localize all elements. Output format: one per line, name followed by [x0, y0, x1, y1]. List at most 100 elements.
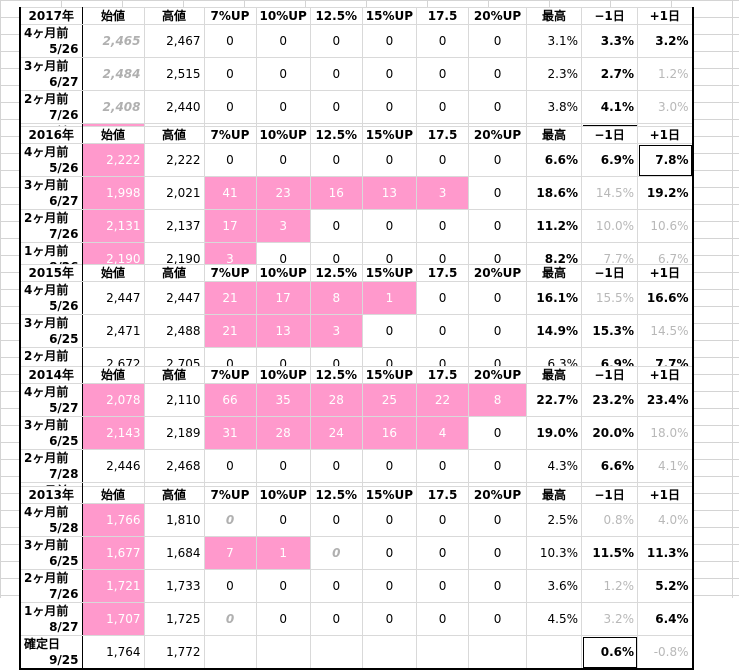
open-price-cell[interactable]: 2,471 [81, 314, 145, 348]
up-count-cell[interactable]: 25 [361, 383, 418, 417]
up-count-cell[interactable]: 0 [361, 57, 418, 91]
row-label-cell[interactable]: 4ヶ月前 5/26 [19, 281, 83, 315]
max-rise-cell[interactable]: 2.3% [526, 57, 583, 91]
column-header[interactable]: 17.5 [416, 264, 470, 282]
open-price-cell[interactable]: 2,447 [81, 281, 145, 315]
high-price-cell[interactable]: 1,810 [143, 503, 205, 537]
open-price-cell[interactable]: 2,131 [81, 209, 145, 243]
row-label-cell[interactable]: 4ヶ月前 5/26 [19, 143, 83, 177]
up-count-cell[interactable]: 0 [203, 503, 257, 537]
column-header[interactable]: 10%UP [255, 366, 311, 384]
high-price-cell[interactable]: 2,447 [143, 281, 205, 315]
column-header[interactable]: 10%UP [255, 126, 311, 144]
up-count-cell[interactable]: 8 [468, 383, 528, 417]
up-count-cell[interactable]: 0 [255, 57, 311, 91]
column-header[interactable]: 7%UP [203, 366, 257, 384]
max-rise-cell[interactable]: 10.3% [526, 536, 583, 570]
max-rise-cell[interactable]: 14.9% [526, 314, 583, 348]
up-count-cell[interactable]: 0 [361, 314, 418, 348]
minus-one-day-cell[interactable]: 23.2% [581, 383, 639, 417]
up-count-cell[interactable]: 0 [416, 602, 470, 636]
up-count-cell[interactable] [361, 635, 418, 670]
open-price-cell[interactable]: 1,766 [81, 503, 145, 537]
max-rise-cell[interactable]: 22.7% [526, 383, 583, 417]
plus-one-day-cell[interactable]: 11.3% [637, 536, 694, 570]
up-count-cell[interactable]: 13 [361, 176, 418, 210]
up-count-cell[interactable]: 0 [255, 449, 311, 483]
row-label-cell[interactable]: 3ヶ月前 6/25 [19, 536, 83, 570]
up-count-cell[interactable]: 0 [468, 209, 528, 243]
open-price-cell[interactable]: 1,677 [81, 536, 145, 570]
up-count-cell[interactable]: 0 [309, 536, 363, 570]
plus-one-day-cell[interactable]: 3.0% [637, 90, 694, 124]
up-count-cell[interactable]: 0 [468, 24, 528, 58]
up-count-cell[interactable]: 0 [309, 449, 363, 483]
high-price-cell[interactable]: 1,772 [143, 635, 205, 670]
plus-one-day-cell[interactable]: 1.2% [637, 57, 694, 91]
up-count-cell[interactable]: 0 [255, 602, 311, 636]
up-count-cell[interactable]: 0 [416, 209, 470, 243]
column-header[interactable]: 20%UP [468, 264, 528, 282]
plus-one-day-cell[interactable]: 7.8% [637, 143, 694, 177]
column-header[interactable]: +1日 [637, 126, 694, 144]
row-label-cell[interactable]: 3ヶ月前 6/25 [19, 314, 83, 348]
column-header[interactable]: 始値 [81, 264, 145, 282]
column-header[interactable]: 高値 [143, 366, 205, 384]
up-count-cell[interactable] [416, 635, 470, 670]
up-count-cell[interactable]: 0 [203, 24, 257, 58]
up-count-cell[interactable]: 0 [468, 314, 528, 348]
plus-one-day-cell[interactable]: 3.2% [637, 24, 694, 58]
up-count-cell[interactable]: 17 [255, 281, 311, 315]
column-header[interactable]: 12.5% [309, 126, 363, 144]
up-count-cell[interactable]: 0 [468, 503, 528, 537]
column-header[interactable]: 7%UP [203, 486, 257, 504]
up-count-cell[interactable]: 1 [255, 536, 311, 570]
up-count-cell[interactable]: 0 [255, 90, 311, 124]
up-count-cell[interactable]: 0 [361, 536, 418, 570]
max-rise-cell[interactable]: 4.3% [526, 449, 583, 483]
minus-one-day-cell[interactable]: 1.2% [581, 569, 639, 603]
high-price-cell[interactable]: 2,189 [143, 416, 205, 450]
up-count-cell[interactable]: 0 [361, 24, 418, 58]
row-label-cell[interactable]: 4ヶ月前 5/26 [19, 24, 83, 58]
max-rise-cell[interactable]: 2.5% [526, 503, 583, 537]
up-count-cell[interactable]: 0 [468, 143, 528, 177]
up-count-cell[interactable]: 0 [361, 209, 418, 243]
year-label[interactable]: 2013年 [19, 486, 83, 504]
minus-one-day-cell[interactable]: 14.5% [581, 176, 639, 210]
up-count-cell[interactable]: 0 [309, 209, 363, 243]
high-price-cell[interactable]: 2,467 [143, 24, 205, 58]
up-count-cell[interactable]: 0 [468, 176, 528, 210]
up-count-cell[interactable]: 0 [416, 281, 470, 315]
high-price-cell[interactable]: 2,137 [143, 209, 205, 243]
up-count-cell[interactable]: 16 [309, 176, 363, 210]
minus-one-day-cell[interactable]: 0.8% [581, 503, 639, 537]
high-price-cell[interactable]: 1,725 [143, 602, 205, 636]
plus-one-day-cell[interactable]: 16.6% [637, 281, 694, 315]
minus-one-day-cell[interactable]: 0.6% [581, 635, 639, 670]
up-count-cell[interactable] [309, 635, 363, 670]
column-header[interactable]: 10%UP [255, 7, 311, 25]
up-count-cell[interactable]: 21 [203, 314, 257, 348]
open-price-cell[interactable]: 1,707 [81, 602, 145, 636]
open-price-cell[interactable]: 2,484 [81, 57, 145, 91]
open-price-cell[interactable]: 2,078 [81, 383, 145, 417]
column-header[interactable]: 最高 [526, 126, 583, 144]
up-count-cell[interactable] [255, 635, 311, 670]
up-count-cell[interactable] [203, 635, 257, 670]
up-count-cell[interactable]: 0 [309, 57, 363, 91]
column-header[interactable]: 15%UP [361, 7, 418, 25]
up-count-cell[interactable]: 0 [309, 503, 363, 537]
column-header[interactable]: 高値 [143, 7, 205, 25]
up-count-cell[interactable]: 0 [468, 281, 528, 315]
up-count-cell[interactable] [468, 635, 528, 670]
column-header[interactable]: 10%UP [255, 264, 311, 282]
up-count-cell[interactable]: 0 [468, 449, 528, 483]
up-count-cell[interactable]: 0 [203, 143, 257, 177]
up-count-cell[interactable]: 0 [416, 90, 470, 124]
max-rise-cell[interactable]: 4.5% [526, 602, 583, 636]
up-count-cell[interactable]: 8 [309, 281, 363, 315]
up-count-cell[interactable]: 24 [309, 416, 363, 450]
column-header[interactable]: 高値 [143, 126, 205, 144]
column-header[interactable]: +1日 [637, 264, 694, 282]
